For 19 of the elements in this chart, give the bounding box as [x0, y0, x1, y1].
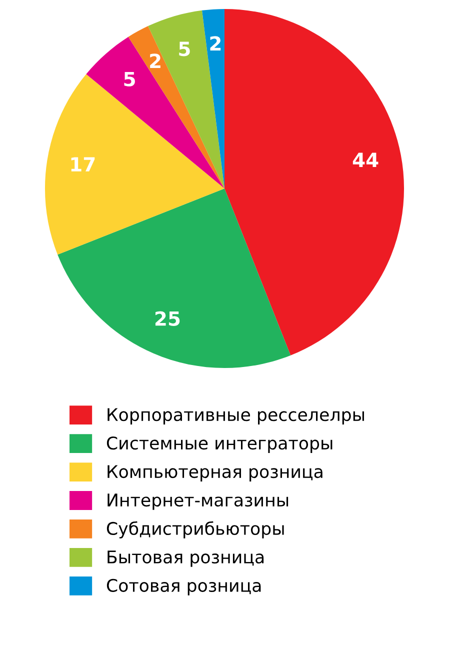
legend-label: Корпоративные ресселелры — [108, 408, 364, 425]
data-label: 5 — [179, 42, 190, 56]
pie-slice — [45, 74, 224, 255]
data-label: 44 — [352, 152, 378, 167]
legend-label: Компьютерная розница — [108, 465, 322, 482]
legend-label: Сотовая розница — [106, 578, 261, 596]
pie-slice — [224, 8, 404, 356]
legend-label: Системные интеграторы — [106, 436, 332, 453]
data-label: 2 — [210, 36, 221, 51]
legend-label: Бытовая розница — [108, 550, 264, 567]
pie-slice — [58, 188, 291, 368]
data-label: 2 — [150, 54, 160, 68]
pie-slice — [148, 10, 224, 188]
data-label: 5 — [124, 72, 135, 86]
data-label: 25 — [155, 311, 180, 326]
legend-label: Интернет-магазины — [108, 494, 288, 510]
data-label: 17 — [71, 157, 95, 172]
pie-slice — [202, 8, 224, 188]
legend-label: Субдистрибьюторы — [106, 521, 284, 538]
